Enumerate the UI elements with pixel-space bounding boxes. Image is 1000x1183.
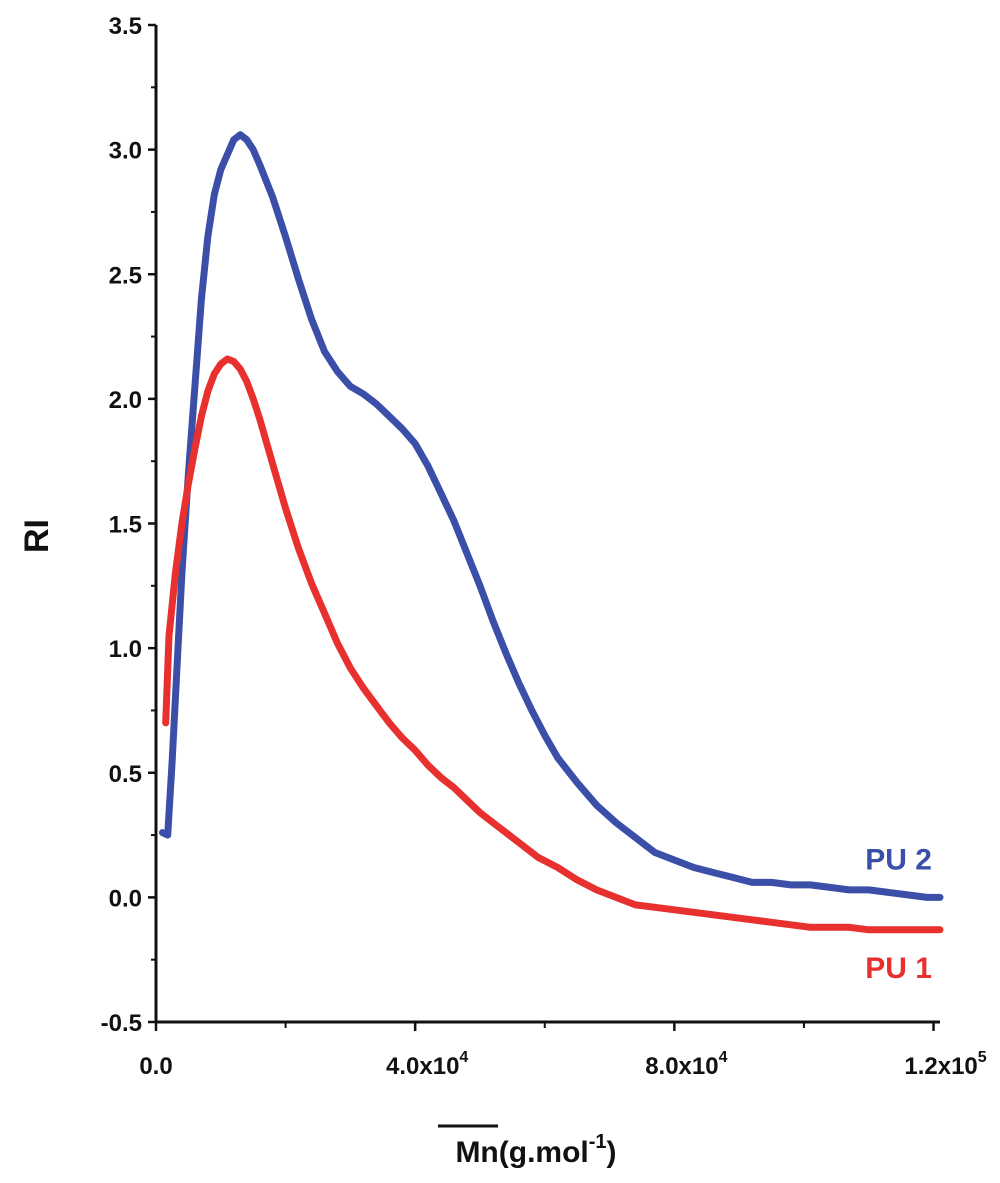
y-tick-label: 0.0 — [109, 885, 142, 912]
series-label-pu-2: PU 2 — [865, 843, 932, 876]
axes — [154, 25, 940, 1024]
y-tick-label: 1.5 — [109, 512, 142, 539]
x-axis-title-close: ) — [607, 1136, 617, 1169]
y-tick-label: -0.5 — [101, 1010, 142, 1037]
series-label-pu-1: PU 1 — [865, 952, 932, 985]
svg-text:Mn(g.mol-1): Mn(g.mol-1) — [455, 1131, 616, 1169]
y-tick-label: 3.0 — [109, 138, 142, 165]
x-axis-title-text: Mn(g.mol — [455, 1136, 588, 1169]
series-line-pu-2 — [159, 131, 944, 901]
x-tick-label: 0.0 — [139, 1053, 172, 1080]
series-line-pu-1 — [162, 355, 944, 934]
y-tick-label: 2.0 — [109, 387, 142, 414]
x-axis-title: Mn(g.mol-1) — [438, 1124, 617, 1169]
x-tick-label: 8.0x104 — [645, 1049, 727, 1080]
y-tick-label: 2.5 — [109, 262, 142, 289]
y-axis-title: RI — [18, 519, 56, 553]
y-tick-label: 0.5 — [109, 761, 142, 788]
x-tick-label: 1.2x105 — [904, 1049, 986, 1080]
y-tick-label: 3.5 — [109, 13, 142, 40]
x-axis-title-exponent: -1 — [589, 1131, 607, 1153]
ticks: -0.5 0.0 0.5 1.0 1.5 2.0 2.5 3.0 3.5 0.0 4.0x104 8.… — [101, 13, 987, 1080]
y-tick-label: 1.0 — [109, 636, 142, 663]
x-tick-label: 4.0x104 — [386, 1049, 468, 1080]
series-layer — [159, 131, 944, 934]
labels: PU 2 PU 1 — [865, 843, 932, 984]
